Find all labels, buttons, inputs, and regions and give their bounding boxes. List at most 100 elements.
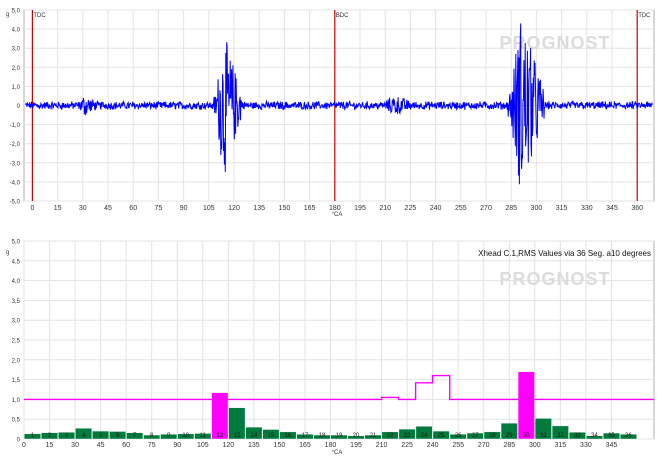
x-tick-label: 360 xyxy=(631,205,643,212)
rms-bar xyxy=(500,422,518,440)
watermark: PROGNOST xyxy=(499,33,610,53)
segment-label: 26 xyxy=(455,433,462,439)
x-tick-label: 165 xyxy=(299,442,311,449)
rms-bar xyxy=(262,429,280,440)
y-tick-label: 4,0 xyxy=(12,279,21,285)
x-tick-label: 15 xyxy=(54,205,62,212)
rms-bar xyxy=(109,431,127,440)
y-tick-label: 2,0 xyxy=(12,358,21,364)
x-tick-label: 255 xyxy=(455,205,467,212)
marker-label: BDC xyxy=(336,13,349,19)
segment-label: 35 xyxy=(608,433,615,439)
y-tick-label: -4,0 xyxy=(10,180,21,186)
y-tick-label: 1,0 xyxy=(12,85,21,91)
rms-bar xyxy=(415,426,433,440)
x-tick-label: 45 xyxy=(104,205,112,212)
waveform-y-unit: g xyxy=(6,12,9,18)
x-tick-label: 120 xyxy=(222,442,234,449)
marker-label: TDC xyxy=(33,13,46,19)
x-tick-label: 135 xyxy=(253,205,265,212)
waveform-x-unit: °CA xyxy=(332,212,343,218)
x-tick-label: 120 xyxy=(228,205,240,212)
y-tick-label: 3,5 xyxy=(12,299,21,305)
segment-labels: 1 2 3 4 5 6 7 8 9 10 11 12 13 14 15 16 17 18 19 20 21 22 23 24 2… xyxy=(31,433,633,439)
y-tick-label: 3,0 xyxy=(12,47,21,53)
waveform-chart: PROGNOST TDC BDC TDC 5,0 4,0 3,0 2,0 1,0 0 -1,0 -… xyxy=(6,9,655,218)
rms-bar xyxy=(534,418,552,440)
rms-bar xyxy=(603,432,620,440)
x-tick-label: 330 xyxy=(581,205,593,212)
segment-label: 4 xyxy=(82,433,86,439)
segment-label: 33 xyxy=(574,433,581,439)
segment-label: 12 xyxy=(216,433,223,439)
x-tick-label: 270 xyxy=(480,205,492,212)
segment-label: 16 xyxy=(285,433,292,439)
x-tick-label: 285 xyxy=(503,442,515,449)
rms-bar xyxy=(330,434,348,440)
rms-bar xyxy=(211,392,229,440)
segment-label: 30 xyxy=(523,433,530,439)
rms-threshold-line xyxy=(24,374,654,401)
rms-bar xyxy=(245,426,263,440)
segment-label: 34 xyxy=(591,433,598,439)
x-tick-label: 135 xyxy=(248,442,260,449)
rms-y-ticks: 5,0 4,5 4,0 3,5 3,0 2,5 2,0 1,5 1,0 0,5 0 xyxy=(12,240,21,444)
segment-label: 19 xyxy=(336,433,343,439)
segment-label: 3 xyxy=(65,433,69,439)
x-tick-label: 75 xyxy=(148,442,156,449)
segment-label: 31 xyxy=(540,433,547,439)
y-tick-label: 3,0 xyxy=(12,319,21,325)
y-tick-label: 1,5 xyxy=(12,378,21,384)
rms-bar xyxy=(296,434,314,440)
segment-label: 27 xyxy=(472,433,479,439)
x-tick-label: 330 xyxy=(580,442,592,449)
rms-bar xyxy=(313,434,331,440)
x-tick-label: 60 xyxy=(122,442,130,449)
x-tick-label: 225 xyxy=(405,205,417,212)
y-tick-label: 5,0 xyxy=(12,240,21,246)
rms-bar xyxy=(432,430,450,440)
rms-y-unit: g xyxy=(6,250,9,256)
x-tick-label: 210 xyxy=(376,442,388,449)
x-tick-label: 150 xyxy=(274,442,286,449)
x-tick-label: 105 xyxy=(203,205,215,212)
y-tick-label: -1,0 xyxy=(10,123,21,129)
segment-label: 2 xyxy=(48,433,52,439)
rms-bar xyxy=(364,434,382,440)
segment-label: 5 xyxy=(99,433,103,439)
rms-bar xyxy=(75,428,93,440)
x-tick-label: 195 xyxy=(354,205,366,212)
segment-label: 20 xyxy=(353,433,360,439)
rms-bar xyxy=(58,432,75,440)
rms-bar xyxy=(620,434,637,440)
segment-label: 23 xyxy=(404,433,411,439)
segment-label: 7 xyxy=(133,433,137,439)
x-tick-label: 180 xyxy=(329,205,341,212)
rms-bar xyxy=(398,428,416,440)
segment-label: 17 xyxy=(302,433,309,439)
x-tick-label: 270 xyxy=(478,442,490,449)
rms-bar xyxy=(177,433,195,440)
x-tick-label: 195 xyxy=(350,442,362,449)
x-tick-label: 165 xyxy=(304,205,316,212)
rms-bars xyxy=(24,371,637,440)
x-tick-label: 285 xyxy=(505,205,517,212)
rms-bar xyxy=(24,433,41,440)
x-tick-label: 315 xyxy=(556,205,568,212)
y-tick-label: 0,5 xyxy=(12,418,21,424)
x-tick-label: 210 xyxy=(379,205,391,212)
rms-bar xyxy=(143,434,161,440)
rms-bar xyxy=(279,431,297,440)
rms-bar xyxy=(466,432,484,440)
rms-x-unit: °CA xyxy=(332,450,343,456)
x-tick-label: 150 xyxy=(279,205,291,212)
x-tick-label: 180 xyxy=(325,442,337,449)
segment-label: 6 xyxy=(116,433,120,439)
x-tick-label: 15 xyxy=(46,442,54,449)
x-tick-label: 225 xyxy=(401,442,413,449)
y-tick-label: -5,0 xyxy=(10,200,21,206)
rms-bar xyxy=(517,371,535,440)
x-tick-label: 0 xyxy=(30,205,34,212)
waveform-y-ticks: 5,0 4,0 3,0 2,0 1,0 0 -1,0 -2,0 -3,0 -4,0 -5,0 xyxy=(10,9,21,206)
